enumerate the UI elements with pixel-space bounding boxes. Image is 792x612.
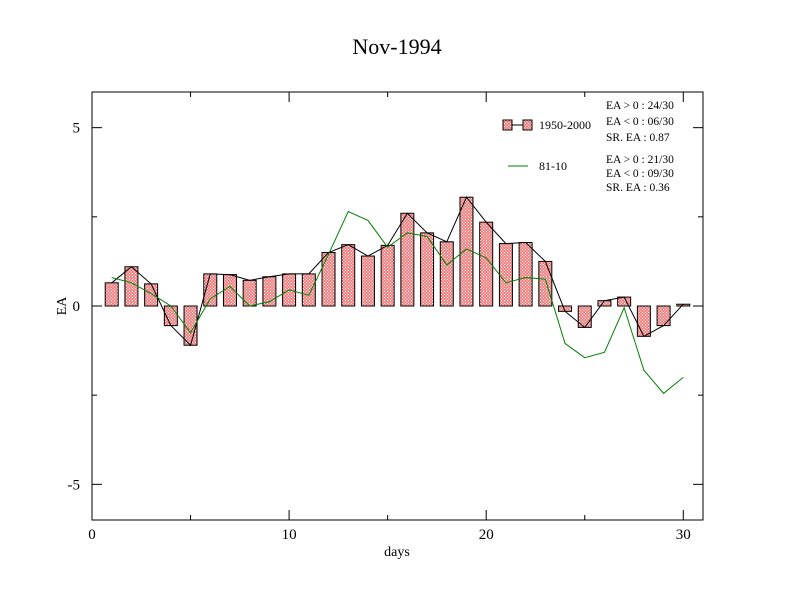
line-series	[111, 196, 684, 395]
bar	[656, 305, 671, 327]
legend-label-1950-2000: 1950-2000	[539, 118, 591, 132]
stat-8110-negative: EA < 0 : 09/30	[606, 168, 674, 180]
legend-item-1950-2000: 1950-2000	[502, 118, 591, 132]
bar	[124, 266, 139, 307]
series-line-81-10	[111, 210, 684, 395]
bar	[360, 255, 375, 307]
bar	[439, 241, 454, 307]
bar	[321, 252, 336, 307]
bar	[301, 273, 316, 307]
bar	[617, 296, 632, 307]
stat-8110-positive: EA > 0 : 21/30	[606, 154, 674, 166]
chart-title: Nov-1994	[352, 34, 441, 59]
tick-labels: 0 10 20 30 -5 0 5	[68, 121, 691, 543]
bar	[498, 243, 513, 307]
legend-swatch-1950-2000-a	[502, 119, 513, 131]
stat-1950-sr: SR. EA : 0.87	[606, 132, 670, 144]
x-tick-label: 10	[282, 527, 297, 543]
y-tick-label: 5	[73, 121, 81, 137]
y-axis-label: EA	[55, 296, 70, 316]
bar	[104, 282, 119, 307]
bar-series	[104, 196, 691, 346]
stat-1950-negative: EA < 0 : 06/30	[606, 116, 674, 128]
bar	[518, 242, 533, 307]
bar	[459, 196, 474, 307]
x-tick-label: 0	[88, 527, 96, 543]
bar	[400, 212, 415, 307]
bar	[380, 244, 395, 307]
x-tick-label: 30	[676, 527, 691, 543]
y-tick-label: -5	[68, 477, 81, 493]
x-axis-label: days	[384, 545, 410, 560]
series-line-1950-2000	[111, 196, 684, 347]
legend: 1950-2000 81-10 EA > 0 : 24/30 EA < 0 : …	[502, 100, 674, 194]
bar	[144, 283, 159, 307]
axis-ticks	[91, 92, 703, 520]
legend-item-81-10: 81-10	[508, 159, 567, 173]
stat-8110-sr: SR. EA : 0.36	[606, 182, 670, 194]
bar	[341, 244, 356, 307]
plot-area	[91, 91, 704, 521]
x-tick-label: 20	[479, 527, 494, 543]
legend-swatch-1950-2000-b	[522, 119, 533, 131]
stat-1950-positive: EA > 0 : 24/30	[606, 100, 674, 112]
bar	[538, 260, 553, 307]
bar	[636, 305, 651, 337]
legend-label-81-10: 81-10	[539, 159, 567, 173]
y-tick-label: 0	[73, 299, 81, 315]
